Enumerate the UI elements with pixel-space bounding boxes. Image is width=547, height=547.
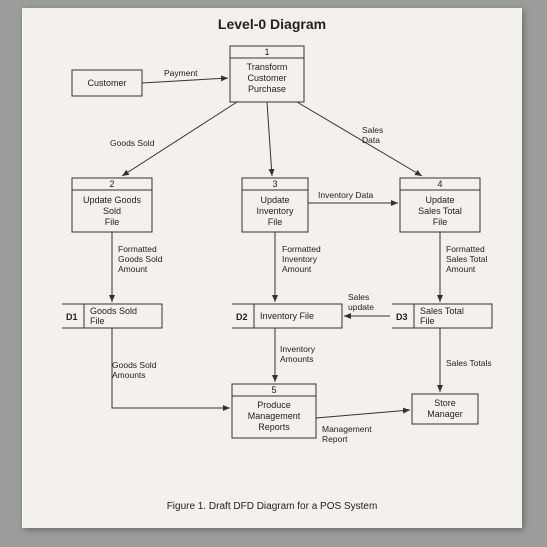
svg-text:1: 1 — [264, 47, 269, 57]
flow-mgmt-report — [316, 410, 410, 418]
svg-text:Update Goods: Update Goods — [83, 195, 142, 205]
svg-text:Sold: Sold — [103, 206, 121, 216]
svg-text:Reports: Reports — [258, 422, 290, 432]
svg-text:Management: Management — [248, 411, 301, 421]
entity-customer-label: Customer — [87, 78, 126, 88]
svg-text:Formatted: Formatted — [118, 244, 157, 254]
svg-text:Store: Store — [434, 398, 456, 408]
flow-payment — [142, 78, 228, 83]
svg-text:File: File — [420, 316, 435, 326]
svg-text:Goods Sold: Goods Sold — [112, 360, 157, 370]
svg-text:D2: D2 — [236, 312, 248, 322]
figure-caption: Figure 1. Draft DFD Diagram for a POS Sy… — [22, 501, 522, 512]
svg-text:Inventory: Inventory — [280, 344, 316, 354]
svg-text:Sales Total: Sales Total — [446, 254, 488, 264]
svg-text:Inventory: Inventory — [256, 206, 294, 216]
svg-text:Management: Management — [322, 424, 372, 434]
process-4: 4 Update Sales Total File — [400, 178, 480, 232]
svg-text:Update: Update — [260, 195, 289, 205]
flow-payment-label: Payment — [164, 68, 198, 78]
svg-text:Sales: Sales — [362, 125, 383, 135]
datastore-d2: D2 Inventory File — [232, 304, 342, 328]
svg-text:3: 3 — [272, 179, 277, 189]
svg-text:Goods Sold: Goods Sold — [118, 254, 163, 264]
paper-sheet: Level-0 Diagram Customer 1 Transform Cus… — [22, 8, 522, 528]
svg-text:File: File — [105, 217, 120, 227]
svg-text:File: File — [433, 217, 448, 227]
svg-text:Goods Sold: Goods Sold — [90, 306, 137, 316]
process-3: 3 Update Inventory File — [242, 178, 308, 232]
process-2: 2 Update Goods Sold File — [72, 178, 152, 232]
dfd-diagram: Customer 1 Transform Customer Purchase P… — [22, 8, 522, 528]
svg-text:File: File — [268, 217, 283, 227]
svg-text:Sales Total: Sales Total — [420, 306, 464, 316]
svg-text:Transform: Transform — [247, 62, 288, 72]
svg-text:Manager: Manager — [427, 409, 463, 419]
svg-text:4: 4 — [437, 179, 442, 189]
svg-text:D1: D1 — [66, 312, 78, 322]
svg-text:Formatted: Formatted — [282, 244, 321, 254]
svg-text:Amount: Amount — [282, 264, 312, 274]
svg-text:update: update — [348, 302, 374, 312]
svg-text:Purchase: Purchase — [248, 84, 286, 94]
process-5: 5 Produce Management Reports — [232, 384, 316, 438]
svg-text:5: 5 — [271, 385, 276, 395]
svg-text:Inventory: Inventory — [282, 254, 318, 264]
svg-text:Produce: Produce — [257, 400, 291, 410]
svg-text:Inventory File: Inventory File — [260, 311, 314, 321]
svg-text:Report: Report — [322, 434, 348, 444]
svg-text:Update: Update — [425, 195, 454, 205]
flow-sales-data — [297, 102, 422, 176]
svg-text:File: File — [90, 316, 105, 326]
svg-text:Amounts: Amounts — [112, 370, 146, 380]
process-1: 1 Transform Customer Purchase — [230, 46, 304, 102]
svg-text:2: 2 — [109, 179, 114, 189]
svg-text:Formatted: Formatted — [446, 244, 485, 254]
flow-goods-sold-label: Goods Sold — [110, 138, 155, 148]
svg-text:D3: D3 — [396, 312, 408, 322]
svg-text:Sales Total: Sales Total — [418, 206, 462, 216]
datastore-d1: D1 Goods Sold File — [62, 304, 162, 328]
datastore-d3: D3 Sales Total File — [392, 304, 492, 328]
flow-p1-p3 — [267, 102, 272, 176]
svg-text:Amounts: Amounts — [280, 354, 314, 364]
svg-text:Customer: Customer — [247, 73, 286, 83]
svg-text:Sales: Sales — [348, 292, 369, 302]
svg-text:Data: Data — [362, 135, 380, 145]
svg-text:Amount: Amount — [446, 264, 476, 274]
flow-inventory-data-label: Inventory Data — [318, 190, 374, 200]
svg-text:Amount: Amount — [118, 264, 148, 274]
flow-sales-totals-label: Sales Totals — [446, 358, 492, 368]
